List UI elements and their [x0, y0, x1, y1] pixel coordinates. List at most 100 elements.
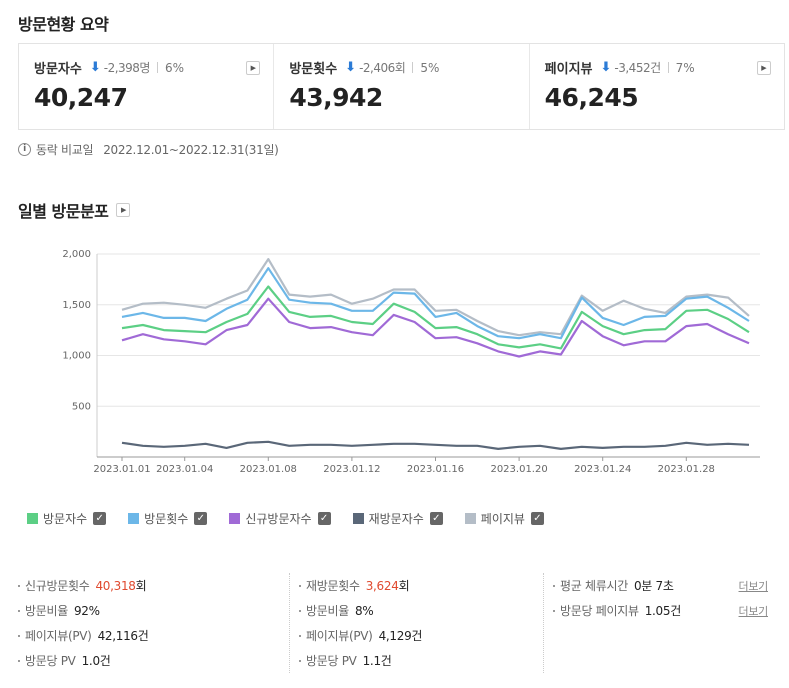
checkbox-icon[interactable]: ✓	[530, 512, 544, 525]
detail-value: 92%	[73, 603, 100, 618]
detail-value: 40,318	[95, 578, 136, 593]
detail-col-new: 신규방문횟수 40,318 회 방문비율 92% 페이지뷰(PV) 42,116건 방문…	[18, 573, 289, 673]
stat-visits: 방문횟수 ⬇ -2,406회 5% 43,942	[274, 44, 530, 129]
stat-label: 방문횟수	[289, 62, 338, 77]
x-tick-label: 2023.01.04	[156, 464, 213, 475]
detail-row: 방문당 PV 1.0건	[18, 648, 289, 673]
chart-legend: 방문자수 ✓ 방문횟수 ✓ 신규방문자수 ✓ 재방문자수 ✓ 페이지뷰 ✓	[27, 510, 566, 527]
detail-label: 페이지뷰(PV)	[25, 629, 92, 643]
detail-label: 방문당 PV	[25, 654, 76, 668]
y-tick-label: 2,000	[62, 249, 91, 260]
legend-item-visitors[interactable]: 방문자수 ✓	[27, 510, 107, 527]
stat-value: 46,245	[544, 83, 639, 112]
detail-row: 방문비율 92%	[18, 598, 289, 623]
stat-label: 방문자수	[34, 62, 82, 77]
detail-label: 방문당 PV	[306, 654, 357, 668]
detail-label: 신규방문횟수	[25, 579, 90, 593]
stat-diff: -2,398명	[103, 61, 151, 75]
x-tick-label: 2023.01.01	[93, 464, 150, 475]
detail-label: 평균 체류시간	[560, 579, 628, 593]
legend-item-new-visitors[interactable]: 신규방문자수 ✓	[229, 510, 331, 527]
legend-label: 방문자수	[43, 512, 88, 526]
detail-value: 1.1건	[362, 654, 392, 668]
series-line-5	[121, 258, 750, 337]
detail-row: 방문당 페이지뷰 1.05건 더보기	[553, 598, 778, 623]
legend-swatch	[128, 513, 140, 524]
legend-label: 페이지뷰	[480, 512, 525, 526]
detail-stats: 신규방문횟수 40,318 회 방문비율 92% 페이지뷰(PV) 42,116건 방문…	[18, 573, 778, 673]
checkbox-icon[interactable]: ✓	[93, 512, 107, 525]
checkbox-icon[interactable]: ✓	[317, 512, 331, 525]
detail-row: 신규방문횟수 40,318 회	[18, 573, 289, 598]
y-tick-label: 1,000	[62, 351, 91, 362]
detail-value: 42,116건	[97, 629, 149, 643]
y-tick-label: 500	[72, 401, 91, 412]
daily-line-chart: 500 1,000 1,500 2,000 2023.01.01 2023.01.04 20…	[62, 249, 760, 475]
stat-pct: 6%	[164, 60, 185, 75]
detail-row: 평균 체류시간 0분 7초 더보기	[553, 573, 778, 598]
legend-swatch	[27, 513, 38, 524]
stat-diff: -2,406회	[359, 61, 406, 75]
detail-row: 방문당 PV 1.1건	[299, 648, 543, 673]
detail-col-return: 재방문횟수 3,624 회 방문비율 8% 페이지뷰(PV) 4,129건 방문당 PV…	[289, 573, 543, 673]
summary-title: 방문현황 요약	[18, 15, 109, 34]
detail-value: 1.0건	[81, 654, 111, 668]
detail-label: 방문비율	[25, 604, 68, 618]
stat-value: 43,942	[289, 83, 383, 112]
compare-period: i 동락 비교일 2022.12.01~2022.12.31(31일)	[18, 141, 279, 158]
x-tick-label: 2023.01.28	[658, 464, 715, 475]
detail-value: 3,624	[365, 578, 399, 593]
x-tick-label: 2023.01.20	[490, 464, 547, 475]
legend-label: 재방문자수	[368, 512, 424, 526]
stat-label: 페이지뷰	[544, 62, 593, 77]
detail-value: 8%	[354, 603, 374, 618]
x-tick-label: 2023.01.24	[574, 464, 631, 475]
legend-swatch	[464, 513, 476, 524]
info-icon[interactable]: i	[18, 143, 31, 156]
detail-unit: 회	[135, 579, 147, 593]
stat-pageviews: 페이지뷰 ⬇ -3,452건 7% 46,245 ▶	[530, 44, 784, 129]
compare-label: 동락 비교일	[36, 143, 94, 157]
detail-row: 방문비율 8%	[299, 598, 543, 623]
summary-box: 방문자수 ⬇ -2,398명 6% 40,247 ▶ 방문횟수 ⬇ -2,406…	[18, 43, 785, 130]
detail-row: 페이지뷰(PV) 42,116건	[18, 623, 289, 648]
stat-pct: 7%	[675, 60, 695, 75]
legend-swatch	[229, 513, 241, 524]
series-line-3	[121, 297, 750, 358]
divider	[412, 62, 414, 73]
y-tick-label: 1,500	[62, 300, 91, 311]
detail-label: 페이지뷰(PV)	[306, 629, 373, 643]
series-line-1	[121, 285, 750, 350]
stat-diff: -3,452건	[614, 61, 661, 75]
divider	[156, 62, 158, 73]
detail-label: 방문당 페이지뷰	[560, 604, 639, 618]
more-link[interactable]: 더보기	[738, 579, 769, 593]
checkbox-icon[interactable]: ✓	[194, 512, 208, 525]
detail-col-time: 평균 체류시간 0분 7초 더보기 방문당 페이지뷰 1.05건 더보기	[543, 573, 778, 673]
expand-button[interactable]: ▶	[246, 61, 261, 75]
divider	[667, 62, 669, 73]
detail-value: 1.05건	[644, 604, 682, 618]
detail-row: 페이지뷰(PV) 4,129건	[299, 623, 543, 648]
legend-item-return-visitors[interactable]: 재방문자수 ✓	[352, 510, 443, 527]
detail-unit: 회	[398, 579, 410, 593]
detail-row: 재방문횟수 3,624 회	[299, 573, 543, 598]
compare-range: 2022.12.01~2022.12.31(31일)	[103, 143, 279, 157]
stat-visitors: 방문자수 ⬇ -2,398명 6% 40,247 ▶	[19, 44, 275, 129]
down-arrow-icon: ⬇	[89, 60, 101, 75]
series-line-2	[121, 267, 750, 340]
legend-item-pageviews[interactable]: 페이지뷰 ✓	[464, 510, 544, 527]
daily-expand-button[interactable]: ▶	[116, 203, 131, 217]
legend-item-visits[interactable]: 방문횟수 ✓	[128, 510, 208, 527]
expand-button[interactable]: ▶	[756, 61, 771, 75]
detail-value: 4,129건	[378, 629, 423, 643]
daily-title-row: 일별 방문분포 ▶	[18, 198, 131, 222]
checkbox-icon[interactable]: ✓	[429, 512, 443, 525]
legend-label: 신규방문자수	[245, 512, 312, 526]
detail-value: 0분 7초	[633, 579, 674, 593]
more-link[interactable]: 더보기	[738, 604, 769, 618]
legend-label: 방문횟수	[144, 512, 189, 526]
detail-label: 방문비율	[306, 604, 349, 618]
stat-value: 40,247	[34, 83, 128, 112]
down-arrow-icon: ⬇	[345, 60, 357, 75]
